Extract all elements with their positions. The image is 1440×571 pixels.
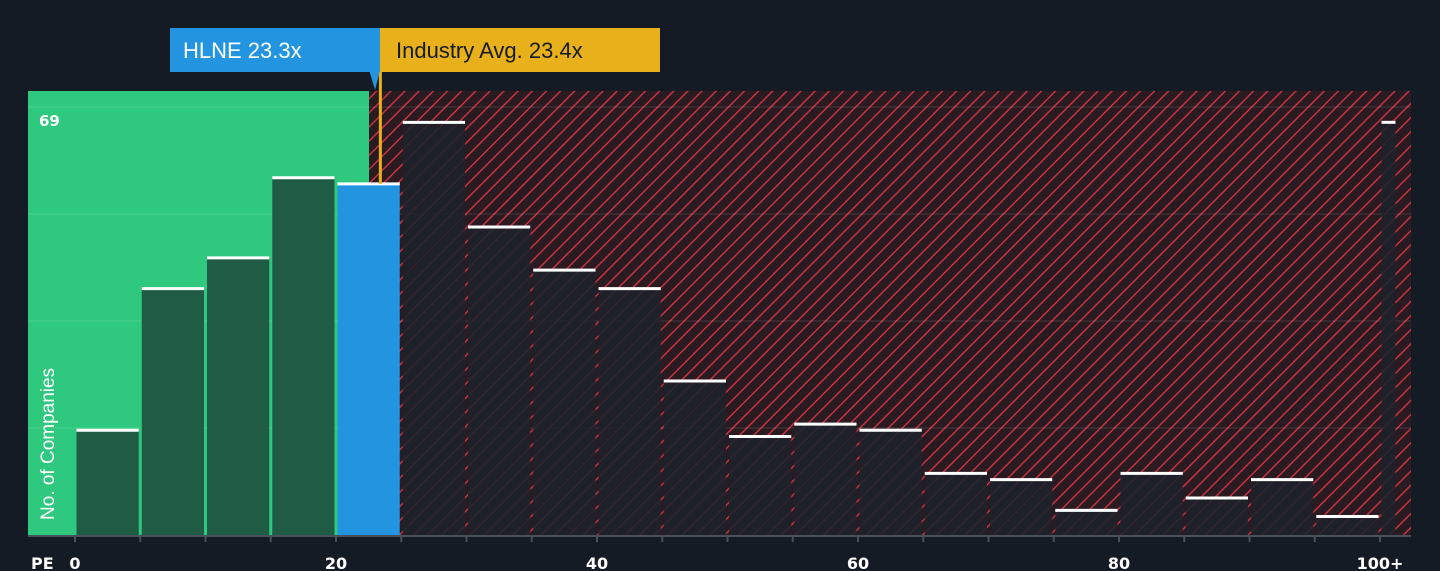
- y-axis-max-label: 69: [39, 112, 60, 130]
- y-axis-label: No. of Companies: [38, 368, 59, 520]
- x-tick-label: 40: [586, 554, 608, 571]
- histogram-bar: [729, 436, 792, 535]
- x-tick-label: 100+: [1357, 554, 1404, 571]
- x-tick-label: 0: [69, 554, 80, 571]
- x-tick-label: 20: [325, 554, 347, 571]
- histogram-bar: [859, 430, 922, 535]
- x-axis-ticks: 0 20 40 60 80 100+: [69, 536, 1403, 571]
- histogram-bar: [207, 257, 270, 535]
- x-axis-label: PE: [31, 554, 54, 571]
- histogram-bar: [141, 288, 204, 535]
- histogram-bar: [1251, 479, 1314, 535]
- x-tick-label: 60: [847, 554, 869, 571]
- histogram-bar: [468, 227, 531, 535]
- histogram-bar: [663, 381, 726, 535]
- histogram-bar: [598, 288, 661, 535]
- industry-average-label: Industry Avg. 23.4x: [396, 38, 583, 63]
- company-label: HLNE 23.3x: [183, 38, 302, 63]
- histogram-bar: [1185, 498, 1248, 535]
- histogram-bar: [1055, 510, 1118, 535]
- histogram-bar: [794, 424, 857, 535]
- company-label-pointer: [369, 70, 381, 90]
- histogram-bar: [76, 430, 139, 535]
- histogram-bar: [1381, 122, 1396, 535]
- histogram-bar: [402, 122, 465, 535]
- histogram-bar: [990, 479, 1053, 535]
- histogram-bar: [1120, 473, 1183, 535]
- histogram-bar: [533, 270, 596, 535]
- histogram-bar: [924, 473, 987, 535]
- histogram-bars: [76, 120, 1396, 536]
- company-bar: [337, 183, 400, 536]
- histogram-bar: [272, 177, 335, 536]
- x-tick-label: 80: [1108, 554, 1130, 571]
- histogram-bar: [1316, 516, 1379, 535]
- company-label-box: [170, 28, 380, 72]
- industry-label-box: [380, 28, 660, 72]
